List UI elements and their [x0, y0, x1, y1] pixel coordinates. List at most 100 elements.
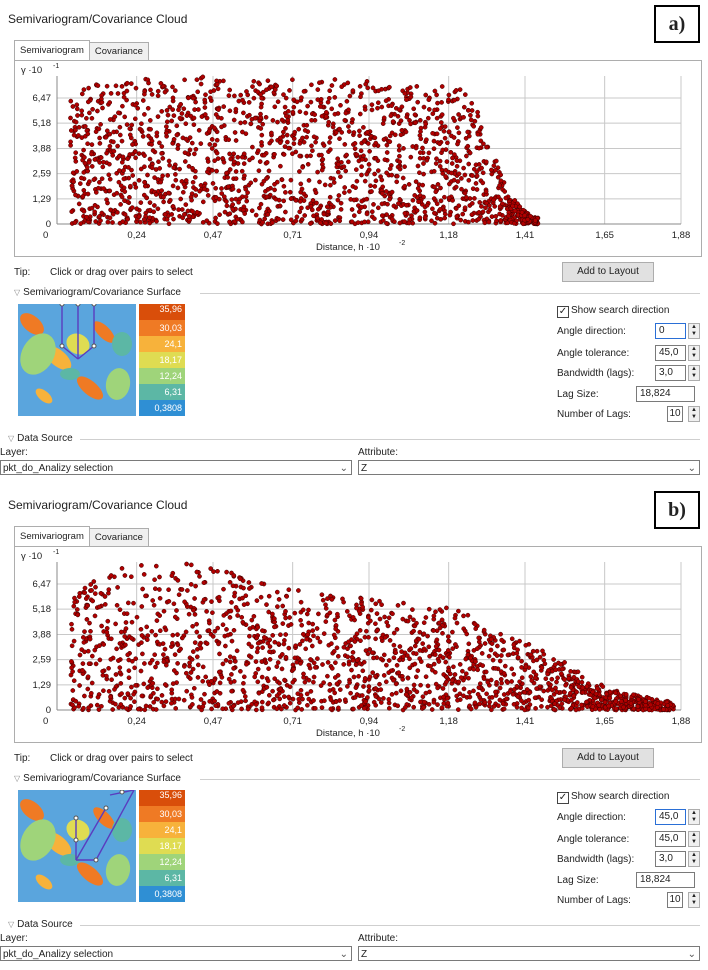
data-point[interactable] [69, 665, 74, 671]
data-point[interactable] [171, 113, 177, 118]
data-point[interactable] [233, 169, 239, 174]
data-point[interactable] [579, 674, 585, 680]
data-point[interactable] [184, 561, 189, 567]
data-point[interactable] [338, 174, 343, 180]
data-point[interactable] [423, 690, 429, 696]
data-point[interactable] [190, 666, 196, 672]
data-point[interactable] [331, 649, 337, 654]
bandwidth-input[interactable]: 3,0 [655, 365, 686, 381]
data-point[interactable] [467, 666, 473, 672]
data-point[interactable] [430, 111, 436, 117]
data-point[interactable] [233, 196, 239, 202]
data-point[interactable] [255, 666, 261, 672]
data-point[interactable] [481, 141, 486, 147]
data-point[interactable] [464, 153, 469, 159]
data-point[interactable] [514, 683, 520, 689]
data-point[interactable] [356, 209, 362, 215]
data-point[interactable] [370, 85, 376, 91]
data-point[interactable] [381, 115, 387, 121]
data-point[interactable] [310, 148, 315, 154]
data-point[interactable] [297, 199, 303, 204]
data-point[interactable] [91, 177, 97, 183]
data-point[interactable] [271, 697, 276, 703]
data-point[interactable] [414, 620, 419, 626]
layer-select[interactable]: pkt_do_Analizy selection ⌄ [0, 946, 352, 961]
data-point[interactable] [267, 644, 273, 649]
data-point[interactable] [73, 119, 79, 125]
data-point[interactable] [489, 707, 494, 713]
data-point[interactable] [515, 655, 521, 660]
data-point[interactable] [269, 84, 274, 90]
data-point[interactable] [316, 611, 321, 617]
data-point[interactable] [187, 660, 192, 666]
data-point[interactable] [232, 130, 238, 135]
data-point[interactable] [363, 699, 369, 704]
data-point[interactable] [152, 175, 157, 180]
data-point[interactable] [509, 636, 515, 642]
data-point[interactable] [166, 190, 171, 196]
data-point[interactable] [349, 667, 354, 673]
data-point[interactable] [277, 203, 283, 209]
data-point[interactable] [110, 707, 116, 712]
data-point[interactable] [142, 661, 147, 666]
data-point[interactable] [161, 703, 167, 709]
data-point[interactable] [205, 159, 211, 164]
data-point[interactable] [247, 586, 252, 591]
data-point[interactable] [294, 99, 300, 105]
data-point[interactable] [154, 618, 160, 623]
data-point[interactable] [264, 160, 270, 165]
data-point[interactable] [407, 656, 412, 662]
data-point[interactable] [311, 674, 317, 680]
data-point[interactable] [291, 141, 297, 146]
data-point[interactable] [207, 620, 212, 626]
data-point[interactable] [161, 652, 166, 657]
data-point[interactable] [408, 154, 414, 160]
data-point[interactable] [71, 132, 77, 138]
data-point[interactable] [562, 660, 567, 665]
data-point[interactable] [394, 173, 400, 179]
data-point[interactable] [240, 687, 246, 693]
data-point[interactable] [272, 151, 277, 157]
data-point[interactable] [327, 135, 333, 140]
data-point[interactable] [304, 122, 310, 128]
data-point[interactable] [325, 596, 330, 601]
data-point[interactable] [92, 209, 98, 215]
data-point[interactable] [108, 573, 114, 578]
data-point[interactable] [389, 692, 395, 697]
data-point[interactable] [292, 610, 298, 616]
data-point[interactable] [281, 92, 286, 97]
data-point[interactable] [170, 84, 175, 90]
data-point[interactable] [474, 173, 480, 179]
data-point[interactable] [290, 679, 296, 685]
data-point[interactable] [300, 631, 306, 637]
data-point[interactable] [389, 172, 395, 178]
data-point[interactable] [119, 84, 125, 89]
data-point[interactable] [298, 599, 304, 605]
data-point[interactable] [397, 159, 403, 165]
data-point[interactable] [191, 607, 196, 613]
data-point[interactable] [377, 681, 382, 687]
data-point[interactable] [90, 106, 95, 112]
data-point[interactable] [82, 693, 87, 699]
data-point[interactable] [68, 98, 74, 104]
data-point[interactable] [174, 608, 179, 613]
data-point[interactable] [140, 134, 146, 139]
data-point[interactable] [580, 685, 586, 691]
data-point[interactable] [321, 631, 327, 636]
data-point[interactable] [149, 629, 155, 634]
data-point[interactable] [212, 628, 218, 634]
data-point[interactable] [187, 135, 193, 140]
data-point[interactable] [335, 611, 340, 617]
data-point[interactable] [442, 215, 448, 221]
data-point[interactable] [310, 198, 316, 203]
data-point[interactable] [160, 156, 166, 161]
data-point[interactable] [282, 144, 288, 149]
data-point[interactable] [306, 607, 311, 613]
data-point[interactable] [152, 203, 157, 208]
data-point[interactable] [139, 693, 145, 699]
data-point[interactable] [402, 219, 407, 224]
data-point[interactable] [297, 209, 303, 215]
data-point[interactable] [203, 674, 209, 680]
data-point[interactable] [243, 593, 249, 599]
data-point[interactable] [246, 580, 252, 585]
